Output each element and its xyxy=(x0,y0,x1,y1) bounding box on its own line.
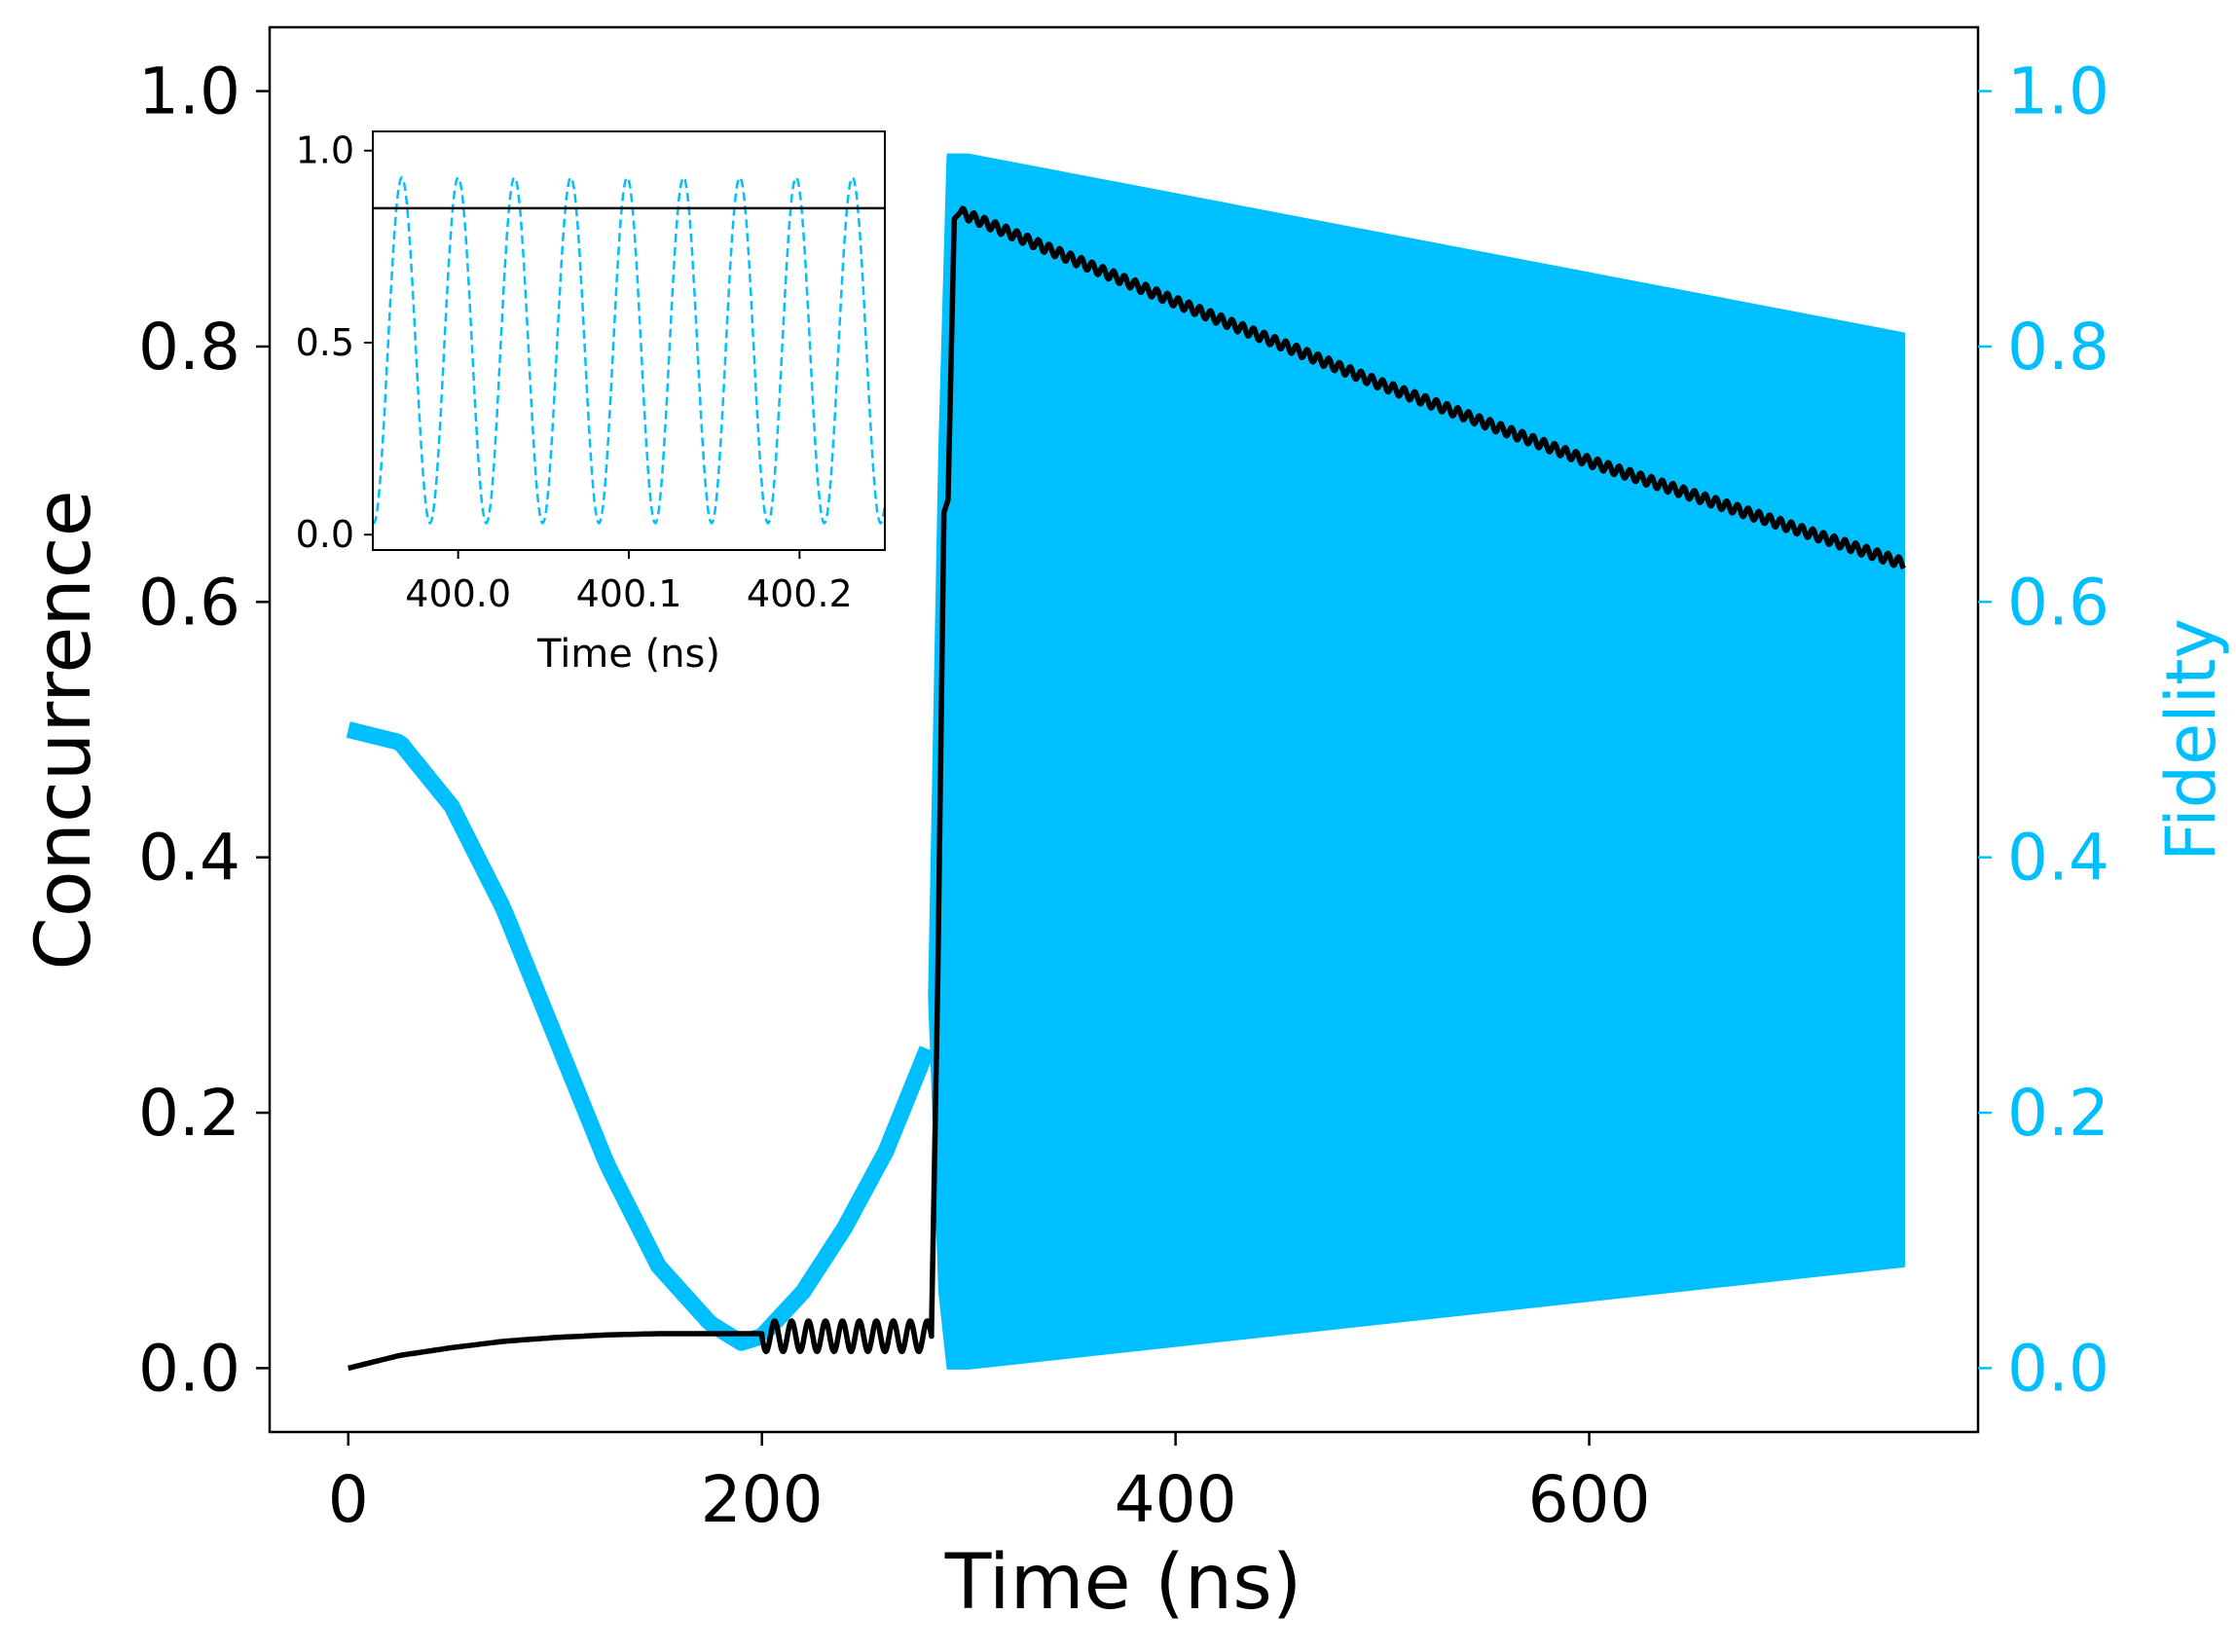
inset-plot: 400.0 400.1 400.2 0.0 0.5 1.0 Time (ns) xyxy=(296,129,887,677)
y-tick-label: 0.0 xyxy=(138,1331,240,1406)
y2-tick-label: 0.8 xyxy=(2007,310,2109,385)
inset-x-tick-label: 400.0 xyxy=(405,572,511,615)
y2-tick-label: 0.2 xyxy=(2007,1076,2109,1151)
main-y-axis-label: Concurrence xyxy=(20,490,108,970)
inset-x-tick-label: 400.2 xyxy=(747,572,853,615)
main-y2-axis-label: Fidelity xyxy=(2151,618,2231,862)
inset-plot-data xyxy=(372,175,887,526)
inset-axis-ticks: 400.0 400.1 400.2 0.0 0.5 1.0 xyxy=(296,129,853,615)
y-tick-label: 0.2 xyxy=(138,1076,240,1151)
y-tick-label: 1.0 xyxy=(138,55,240,129)
y2-tick-label: 0.6 xyxy=(2007,565,2109,640)
inset-fidelity-line xyxy=(372,175,887,526)
main-plot-data xyxy=(344,153,1906,1372)
inset-x-axis-label: Time (ns) xyxy=(536,632,720,677)
x-tick-label: 200 xyxy=(701,1462,824,1537)
fidelity-band-rise xyxy=(755,1046,935,1342)
inset-x-tick-label: 400.1 xyxy=(576,572,682,615)
x-tick-label: 600 xyxy=(1528,1462,1651,1537)
y2-tick-label: 1.0 xyxy=(2007,55,2109,129)
main-axis-ticks: 0 200 400 600 0.0 0.2 0.4 0.6 0.8 1.0 0.0 0.2 0.4 0.6… xyxy=(138,55,2109,1537)
main-plot-frame xyxy=(268,25,1980,1434)
y-tick-label: 0.8 xyxy=(138,310,240,385)
concurrence-line xyxy=(348,205,1906,1372)
y2-tick-label: 0.4 xyxy=(2007,821,2109,896)
inset-background xyxy=(373,131,885,550)
main-x-axis-label: Time (ns) xyxy=(944,1539,1302,1627)
y-tick-label: 0.6 xyxy=(138,565,240,640)
x-tick-label: 0 xyxy=(328,1462,369,1537)
y2-tick-label: 0.0 xyxy=(2007,1331,2109,1406)
inset-y-tick-label: 0.0 xyxy=(296,513,354,556)
y-tick-label: 0.4 xyxy=(138,821,240,896)
fidelity-oscillation-envelope xyxy=(928,153,1906,1370)
inset-y-tick-label: 0.5 xyxy=(296,321,354,364)
x-tick-label: 400 xyxy=(1115,1462,1237,1537)
fidelity-band-decay xyxy=(344,721,766,1351)
inset-y-tick-label: 1.0 xyxy=(296,129,354,172)
